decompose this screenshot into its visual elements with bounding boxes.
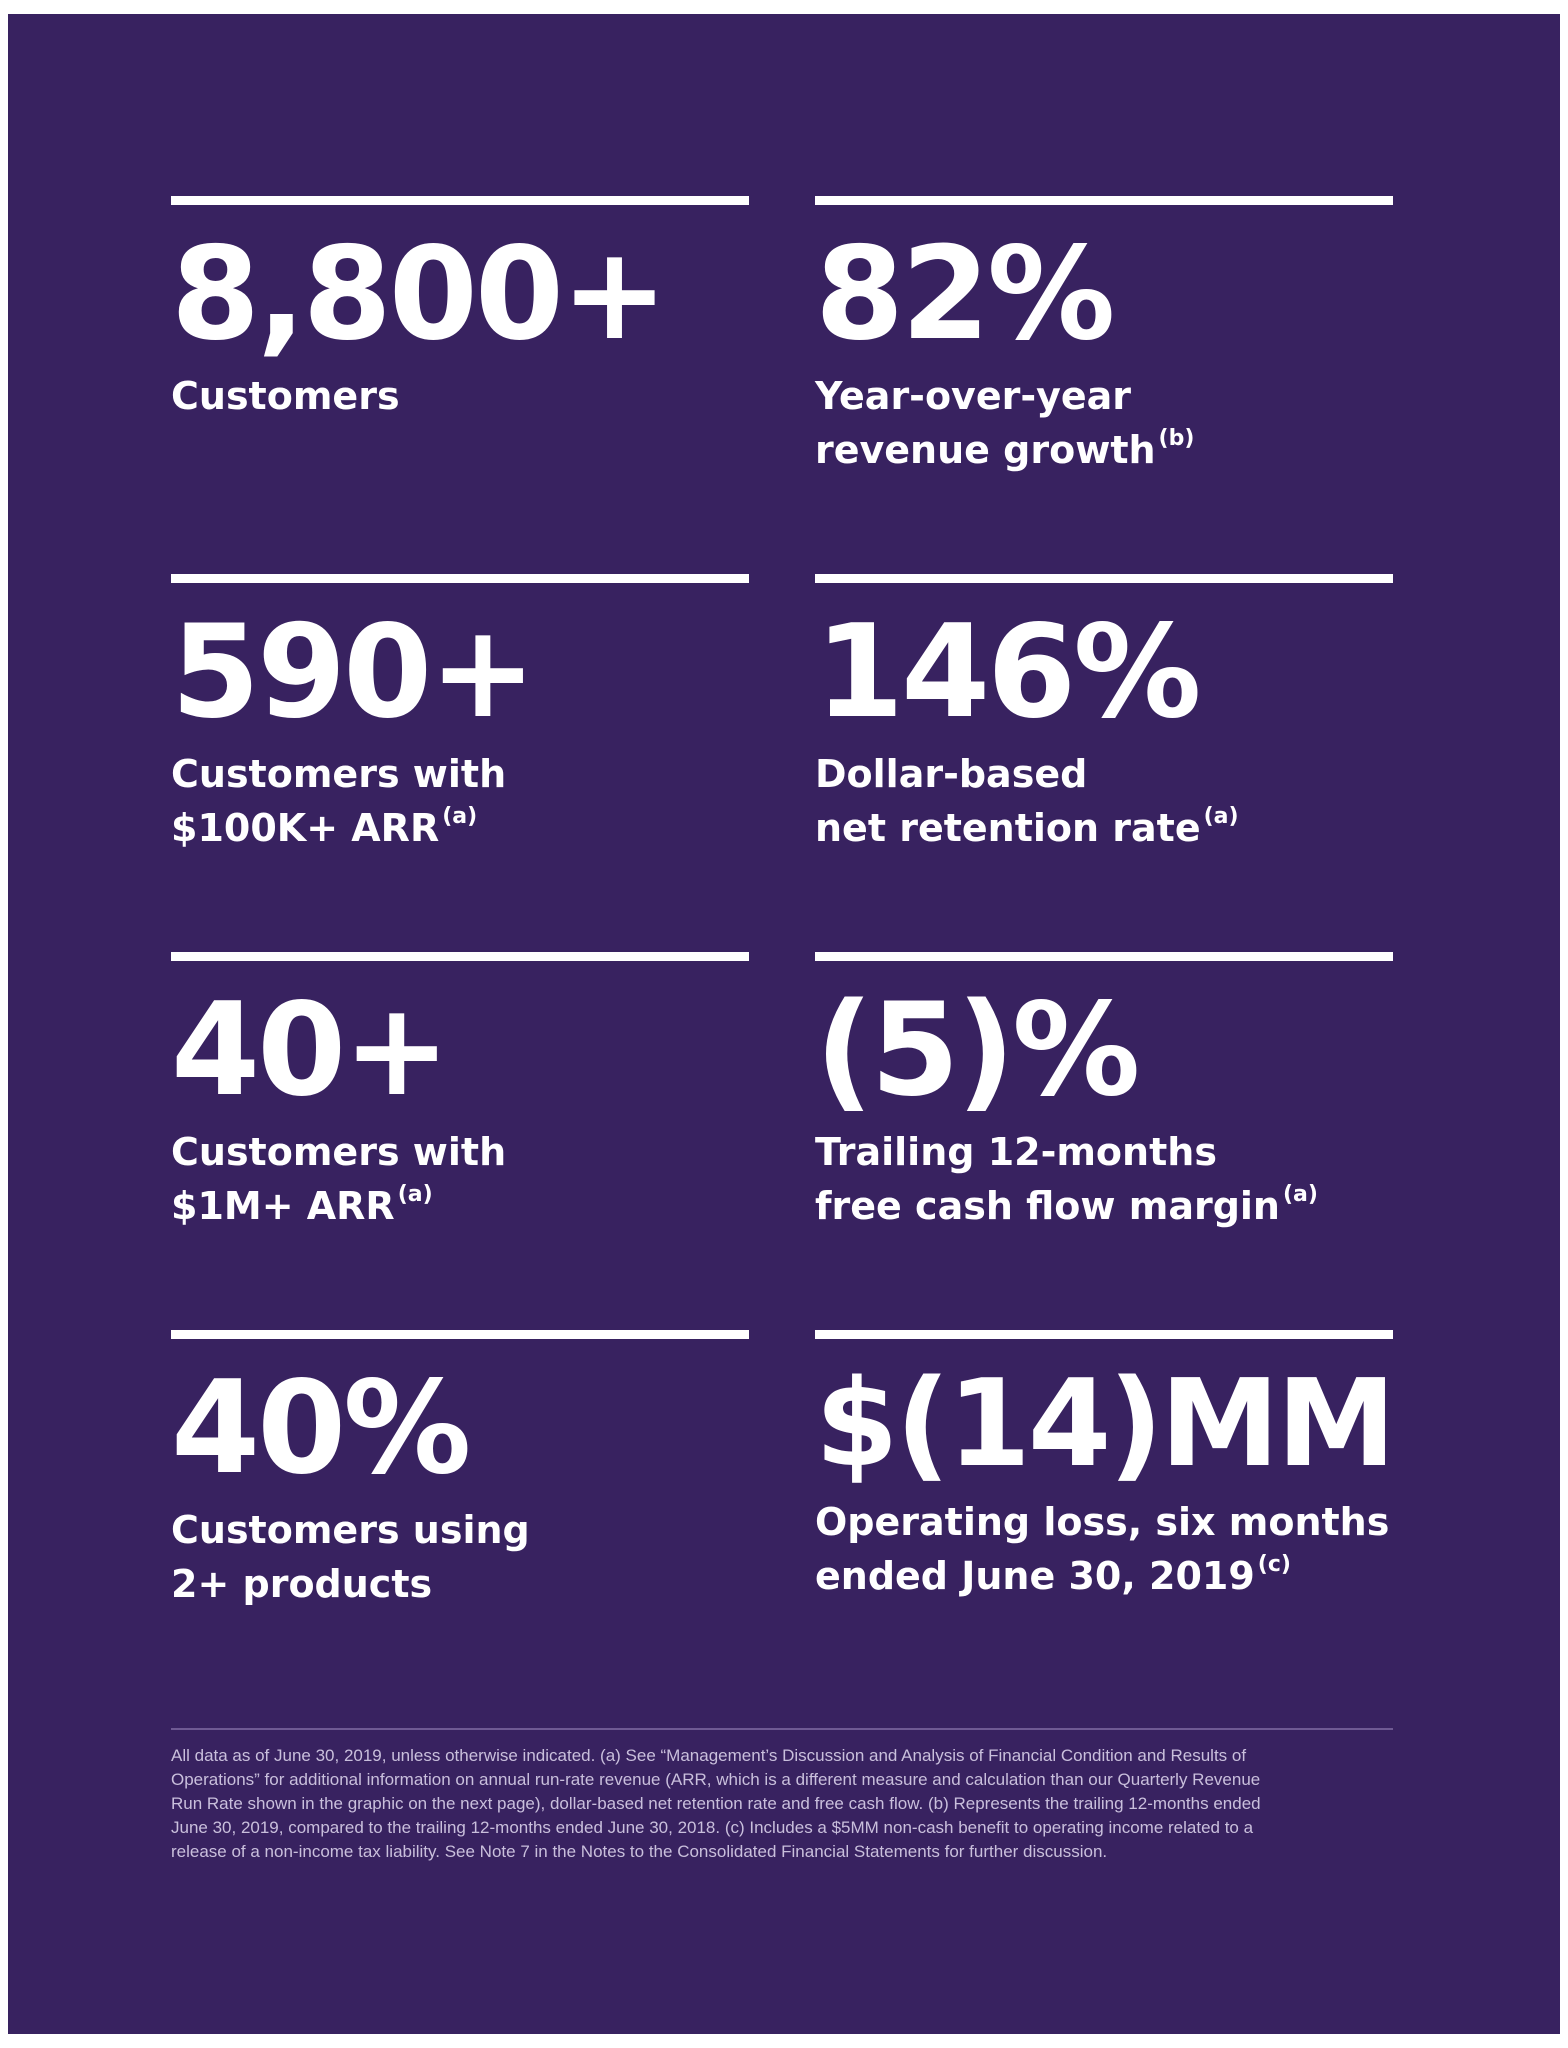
stat-label: Customers with $100K+ ARR (a) [171,747,749,855]
stat-value: 8,800+ [171,220,668,369]
stat-divider [171,1330,749,1339]
stat-value: (5)% [815,976,1140,1125]
stat-label-line: $1M+ ARR [171,1184,395,1228]
stat-label-line: Year-over-year [815,374,1132,418]
stat-value: 590+ [171,598,536,747]
footnote-divider [171,1728,1393,1730]
footnote: All data as of June 30, 2019, unless oth… [171,1744,1393,1864]
footnote-line: release of a non-income tax liability. S… [171,1842,1108,1861]
footnote-line: All data as of June 30, 2019, unless oth… [171,1746,1247,1765]
footnote-mark: (b) [1158,426,1195,451]
stat-label: Operating loss, six months ended June 30… [815,1495,1393,1603]
stat-divider [815,574,1393,583]
stat-operating-loss: $(14)MM Operating loss, six months ended… [815,1330,1396,1603]
stat-label: Year-over-year revenue growth (b) [815,369,1393,477]
stat-label: Customers [171,369,749,423]
stat-net-retention: 146% Dollar-based net retention rate (a) [815,574,1393,855]
stat-divider [815,196,1393,205]
stat-label-line: free cash flow margin [815,1184,1280,1228]
stat-label-line: ended June 30, 2019 [815,1554,1255,1598]
stat-label-line: net retention rate [815,806,1201,850]
stat-value: 146% [815,598,1201,747]
stat-free-cash-flow: (5)% Trailing 12-months free cash flow m… [815,952,1393,1233]
footnote-line: June 30, 2019, compared to the trailing … [171,1818,1254,1837]
stat-label-line: Operating loss, six months [815,1500,1390,1544]
stat-label-line: Customers with [171,752,507,796]
stat-label-line: Trailing 12-months [815,1130,1217,1174]
stat-label: Customers using 2+ products [171,1503,749,1611]
stat-label: Customers with $1M+ ARR (a) [171,1125,749,1233]
stat-revenue-growth: 82% Year-over-year revenue growth (b) [815,196,1393,477]
stat-label-line: revenue growth [815,428,1156,472]
footnote-line: Run Rate shown in the graphic on the nex… [171,1794,1261,1813]
stat-100k-customers: 590+ Customers with $100K+ ARR (a) [171,574,749,855]
stat-multi-product: 40% Customers using 2+ products [171,1330,749,1611]
stat-label-line: Customers with [171,1130,507,1174]
metrics-panel: 8,800+ Customers 82% Year-over-year reve… [8,14,1560,2034]
stat-label-line: Customers [171,374,400,418]
stat-1m-customers: 40+ Customers with $1M+ ARR (a) [171,952,749,1233]
stat-value: 40+ [171,976,450,1125]
stat-value: 82% [815,220,1115,369]
stat-label-line: Customers using [171,1508,530,1552]
stat-customers: 8,800+ Customers [171,196,749,423]
stat-divider [171,196,749,205]
footnote-mark: (a) [1203,804,1239,829]
stats-grid: 8,800+ Customers 82% Year-over-year reve… [8,14,1560,2034]
stat-divider [171,574,749,583]
stat-label-line: $100K+ ARR [171,806,440,850]
footnote-line: Operations” for additional information o… [171,1770,1261,1789]
footnote-mark: (a) [442,804,478,829]
stat-divider [171,952,749,961]
stat-label: Dollar-based net retention rate (a) [815,747,1393,855]
stat-divider [815,1330,1393,1339]
stat-value: $(14)MM [815,1355,1396,1494]
stat-value: 40% [171,1354,471,1503]
stat-label-line: Dollar-based [815,752,1088,796]
stat-label-line: 2+ products [171,1562,433,1606]
footnote-mark: (c) [1257,1552,1291,1577]
stat-divider [815,952,1393,961]
stat-label: Trailing 12-months free cash flow margin… [815,1125,1393,1233]
footnote-mark: (a) [1282,1182,1318,1207]
footnote-mark: (a) [397,1182,433,1207]
